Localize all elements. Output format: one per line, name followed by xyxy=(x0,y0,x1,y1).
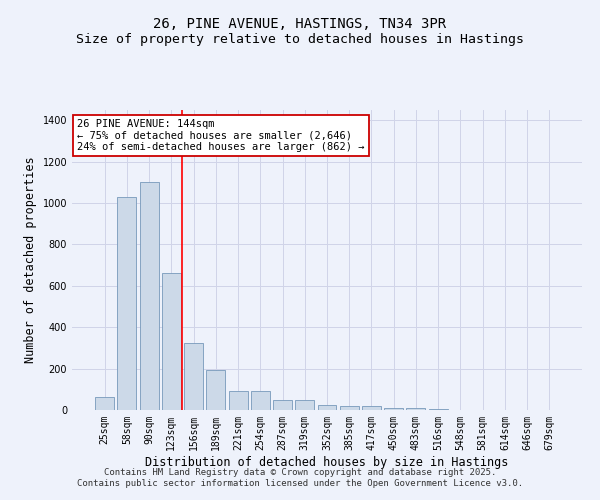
Text: 26, PINE AVENUE, HASTINGS, TN34 3PR: 26, PINE AVENUE, HASTINGS, TN34 3PR xyxy=(154,18,446,32)
Text: Size of property relative to detached houses in Hastings: Size of property relative to detached ho… xyxy=(76,32,524,46)
Bar xyxy=(140,182,158,410)
Bar xyxy=(95,397,114,410)
Y-axis label: Number of detached properties: Number of detached properties xyxy=(24,156,37,364)
X-axis label: Distribution of detached houses by size in Hastings: Distribution of detached houses by size … xyxy=(145,456,509,468)
Text: 26 PINE AVENUE: 144sqm
← 75% of detached houses are smaller (2,646)
24% of semi-: 26 PINE AVENUE: 144sqm ← 75% of detached… xyxy=(77,119,365,152)
Bar xyxy=(229,392,248,410)
Bar xyxy=(429,409,448,410)
Bar xyxy=(118,197,136,410)
Bar xyxy=(206,370,225,410)
Text: Contains HM Land Registry data © Crown copyright and database right 2025.
Contai: Contains HM Land Registry data © Crown c… xyxy=(77,468,523,487)
Bar xyxy=(184,343,203,410)
Bar xyxy=(340,406,359,410)
Bar xyxy=(295,400,314,410)
Bar xyxy=(317,405,337,410)
Bar xyxy=(251,392,270,410)
Bar xyxy=(362,406,381,410)
Bar xyxy=(384,408,403,410)
Bar xyxy=(273,400,292,410)
Bar xyxy=(406,408,425,410)
Bar xyxy=(162,274,181,410)
